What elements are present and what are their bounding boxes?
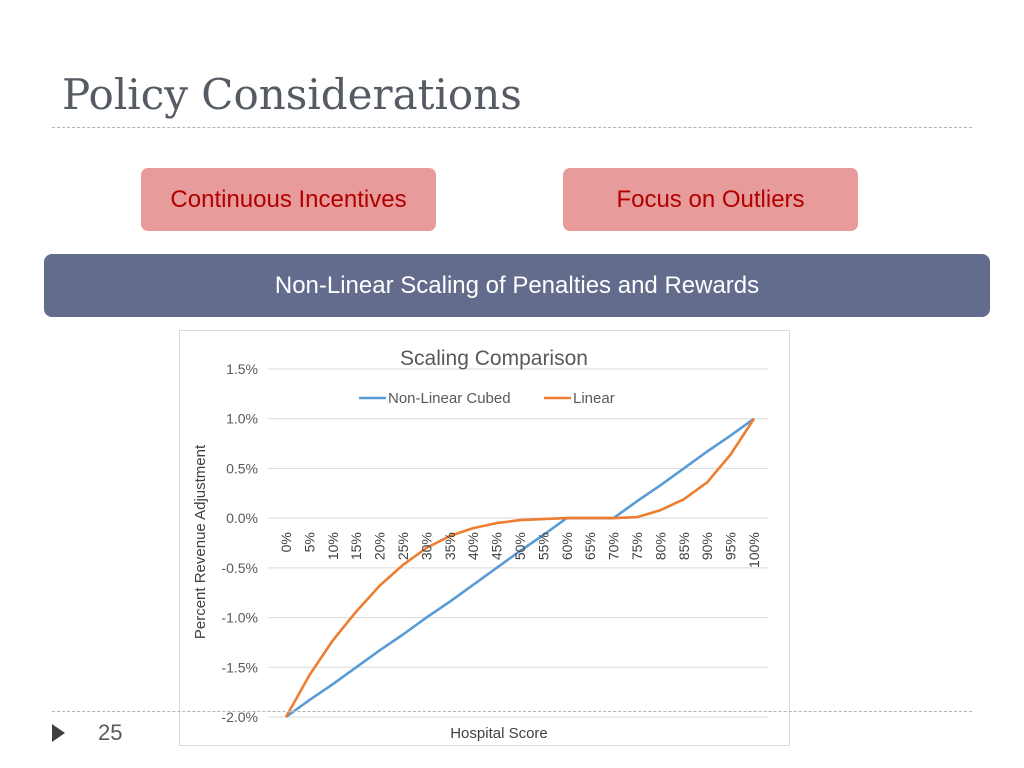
legend-label-0: Non-Linear Cubed xyxy=(388,390,511,407)
x-tick-label-5: 25% xyxy=(395,532,411,560)
y-tick-label-3: 0.0% xyxy=(226,510,258,526)
x-tick-label-20: 100% xyxy=(746,532,762,568)
x-tick-label-15: 75% xyxy=(629,532,645,560)
x-tick-label-7: 35% xyxy=(442,532,458,560)
y-tick-label-6: -1.5% xyxy=(221,659,258,675)
page-number: 25 xyxy=(98,720,123,745)
x-tick-label-0: 0% xyxy=(278,532,294,552)
series-line-1 xyxy=(284,417,756,718)
y-tick-label-1: 1.0% xyxy=(226,411,258,427)
x-tick-label-9: 45% xyxy=(489,532,505,560)
x-tick-label-12: 60% xyxy=(559,532,575,560)
y-tick-label-7: -2.0% xyxy=(221,709,258,725)
x-tick-label-2: 10% xyxy=(325,532,341,560)
slide-title: Policy Considerations xyxy=(62,70,522,119)
focus-on-outliers-label: Focus on Outliers xyxy=(616,185,805,213)
chart-canvas: 1.5% 1.0% 0.5% 0.0% -0.5% -1.0% -1.5% -2.0% 0% 5… xyxy=(192,347,768,742)
y-tick-label-2: 0.5% xyxy=(226,460,258,476)
scaling-comparison-chart: 1.5% 1.0% 0.5% 0.0% -0.5% -1.0% -1.5% -2.0% 0% 5… xyxy=(179,330,790,746)
x-axis-label: Hospital Score xyxy=(450,725,548,742)
continuous-incentives-label: Continuous Incentives xyxy=(170,185,407,213)
x-tick-label-8: 40% xyxy=(465,532,481,560)
x-tick-label-18: 90% xyxy=(699,532,715,560)
x-tick-label-13: 65% xyxy=(582,532,598,560)
x-tick-label-3: 15% xyxy=(348,532,364,560)
series-line-0 xyxy=(285,417,755,719)
y-axis-label: Percent Revenue Adjustment xyxy=(192,444,209,639)
x-tick-label-19: 95% xyxy=(723,532,739,560)
triangle-right-icon xyxy=(52,724,65,742)
y-tick-label-5: -1.0% xyxy=(221,610,258,626)
x-tick-label-6: 30% xyxy=(418,532,434,560)
x-tick-label-1: 5% xyxy=(301,532,317,552)
footer-divider xyxy=(52,711,972,712)
focus-on-outliers-box: Focus on Outliers xyxy=(563,168,858,231)
x-tick-label-11: 55% xyxy=(535,532,551,560)
x-tick-label-17: 85% xyxy=(676,532,692,560)
scaling-banner: Non-Linear Scaling of Penalties and Rewa… xyxy=(44,254,990,317)
continuous-incentives-box: Continuous Incentives xyxy=(141,168,436,231)
chart-title: Scaling Comparison xyxy=(400,347,588,370)
y-tick-label-0: 1.5% xyxy=(226,361,258,377)
x-tick-label-16: 80% xyxy=(652,532,668,560)
x-tick-label-14: 70% xyxy=(606,532,622,560)
y-tick-label-4: -0.5% xyxy=(221,560,258,576)
x-tick-label-10: 50% xyxy=(512,532,528,560)
legend-label-1: Linear xyxy=(573,390,615,407)
title-divider xyxy=(52,127,972,128)
x-tick-label-4: 20% xyxy=(372,532,388,560)
scaling-banner-label: Non-Linear Scaling of Penalties and Rewa… xyxy=(274,271,760,299)
